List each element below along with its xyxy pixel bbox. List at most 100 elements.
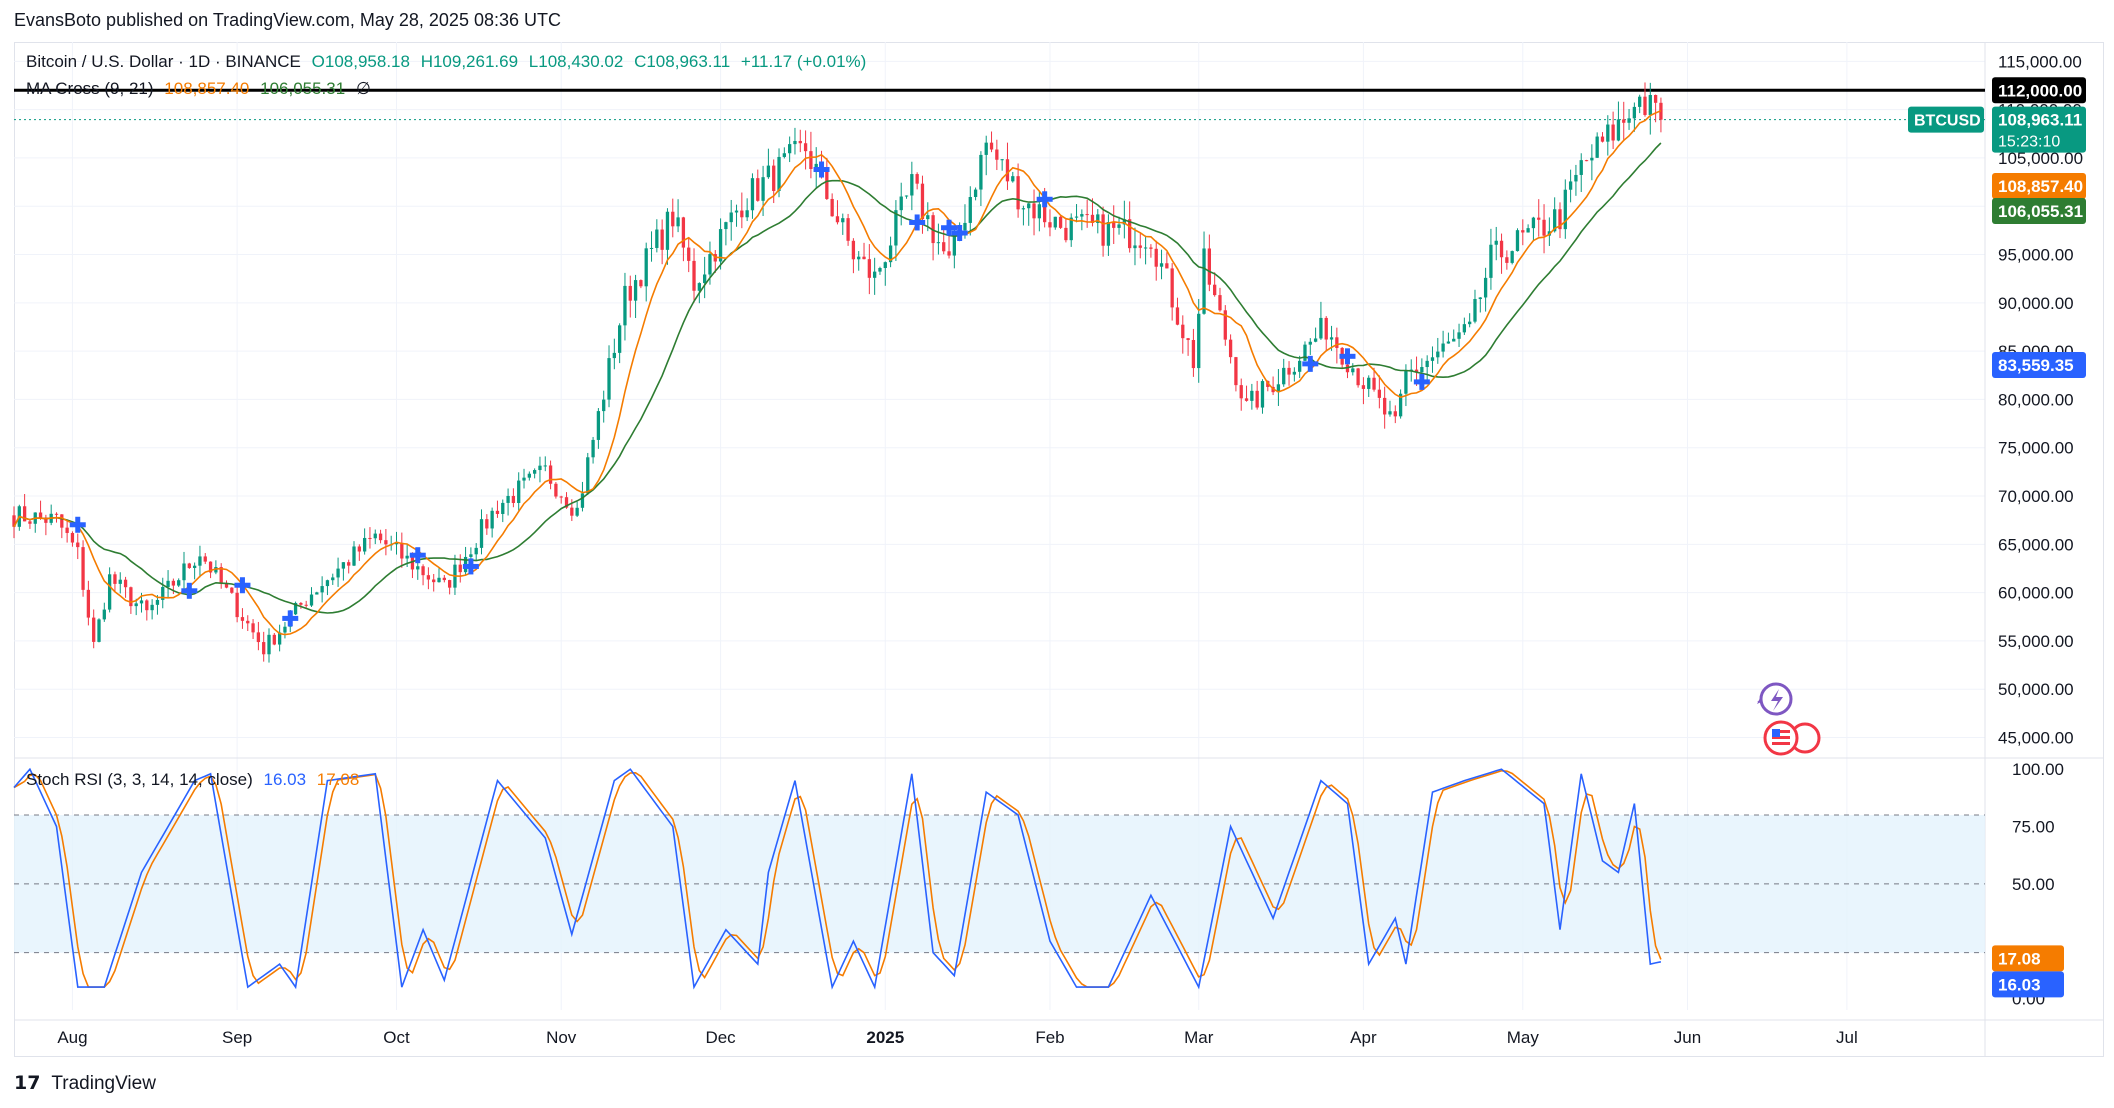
price-tick-label: 70,000.00 <box>1998 487 2074 506</box>
candle-body <box>915 174 919 184</box>
candle <box>118 572 122 594</box>
candle-body <box>1032 203 1036 219</box>
candle-body <box>410 555 415 570</box>
candle-body <box>1335 337 1339 348</box>
candle-body <box>1558 209 1562 230</box>
candle-body <box>602 399 606 412</box>
lightning-icon[interactable] <box>1757 682 1793 716</box>
candle <box>1377 375 1382 409</box>
candle-body <box>336 568 340 578</box>
candle <box>734 204 739 227</box>
candle-body <box>1207 248 1211 285</box>
candle <box>681 216 686 262</box>
candle <box>1351 363 1355 376</box>
candle-body <box>251 623 255 633</box>
candle <box>1298 355 1302 379</box>
candle <box>660 219 664 265</box>
candle <box>1494 226 1498 261</box>
candle <box>1452 329 1456 342</box>
time-tick-label: Nov <box>546 1028 577 1047</box>
candle <box>1069 213 1073 247</box>
candle <box>803 130 808 170</box>
candle <box>400 532 404 568</box>
candle <box>76 533 80 560</box>
stoch-d-value: 17.08 <box>316 770 360 789</box>
candle <box>336 557 340 587</box>
candle-body <box>788 144 792 154</box>
candle-body <box>1579 160 1583 175</box>
candle <box>1170 263 1174 321</box>
symbol-legend[interactable]: Bitcoin / U.S. Dollar · 1D · BINANCE O10… <box>26 52 872 72</box>
candle-body <box>384 540 388 545</box>
candle <box>1032 189 1036 236</box>
candle <box>1537 199 1541 237</box>
footer[interactable]: 𝟭𝟳 TradingView <box>14 1072 156 1095</box>
footer-brand: TradingView <box>51 1073 156 1094</box>
stoch-legend[interactable]: Stoch RSI (3, 3, 14, 14, close) 16.03 17… <box>26 770 365 790</box>
candle <box>70 531 75 547</box>
time-tick-label: Dec <box>705 1028 736 1047</box>
candle <box>65 520 69 543</box>
candle-body <box>309 594 314 606</box>
candle <box>378 529 383 544</box>
candle <box>437 567 441 583</box>
time-tick-label: Aug <box>57 1028 87 1047</box>
candle-body <box>1377 389 1382 398</box>
stoch-d-label: 17.08 <box>1992 945 2064 972</box>
candle-body <box>825 170 829 199</box>
candle-body <box>1191 340 1196 369</box>
candle <box>230 587 234 594</box>
stoch-name: Stoch RSI (3, 3, 14, 14, close) <box>26 770 253 789</box>
candle <box>203 553 207 565</box>
candle-body <box>320 586 324 593</box>
event-icons[interactable] <box>1757 682 1821 756</box>
candle-body <box>1027 203 1031 209</box>
candle-body <box>315 592 319 595</box>
candle-body <box>113 574 117 584</box>
candle-body <box>798 140 802 144</box>
candle-body <box>591 439 595 458</box>
candle <box>240 608 245 629</box>
price-tick-label: 95,000.00 <box>1998 246 2074 265</box>
ma-legend[interactable]: MA Cross (9, 21) 108,857.40 106,055.31 ∅ <box>26 79 377 99</box>
candle-body <box>878 268 882 272</box>
candle <box>1388 400 1392 417</box>
candle <box>835 200 840 225</box>
ma-slow-label-bg <box>1992 198 2086 224</box>
candle-body <box>145 600 149 611</box>
ma-fast-value: 108,857.40 <box>164 79 250 98</box>
candle-body <box>1648 95 1652 115</box>
candle-body <box>926 215 930 220</box>
candle-body <box>299 602 303 605</box>
candle-body <box>1239 385 1243 399</box>
candle-body <box>203 556 207 562</box>
candle <box>538 456 542 483</box>
candle <box>1319 301 1323 340</box>
candle-body <box>649 247 654 249</box>
candle <box>867 244 871 295</box>
candle <box>782 147 786 159</box>
candle-body <box>734 210 739 213</box>
candle <box>1515 228 1520 252</box>
candle <box>1005 142 1010 190</box>
candle-body <box>1590 157 1594 161</box>
candle-body <box>1202 248 1206 314</box>
support-label: 83,559.35 <box>1992 352 2086 379</box>
candle <box>1058 215 1063 229</box>
candle <box>1011 171 1015 183</box>
ma-cross-marker <box>941 219 958 236</box>
candle-body <box>506 495 510 503</box>
last-price-label: 108,963.11 15:23:10 <box>1992 106 2086 153</box>
candle-body <box>501 502 505 514</box>
candle <box>888 236 893 268</box>
candle <box>1531 216 1536 242</box>
candle <box>107 567 112 613</box>
candle-body <box>1170 268 1174 308</box>
candle <box>192 562 197 580</box>
ma-slow-value: 106,055.31 <box>260 79 346 98</box>
candle-body <box>687 247 691 261</box>
candle <box>1430 346 1435 373</box>
us-flag-icon[interactable] <box>1763 720 1821 756</box>
candle <box>1064 218 1068 243</box>
